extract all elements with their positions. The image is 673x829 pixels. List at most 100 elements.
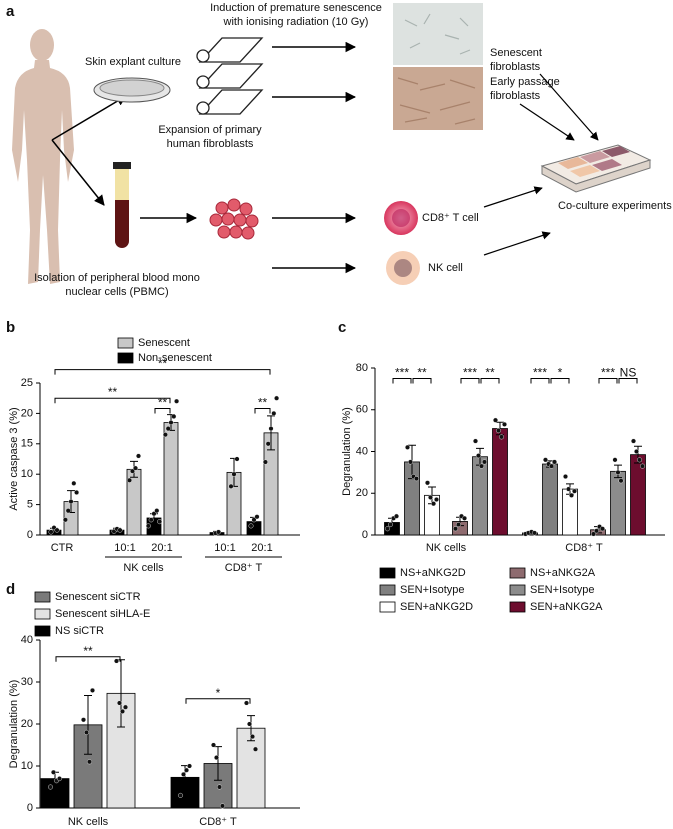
data-point [394, 513, 400, 519]
y-tick-label: 30 [21, 676, 33, 688]
label: nuclear cells (PBMC) [65, 286, 168, 298]
data-point [80, 717, 86, 723]
pbmc-cluster [209, 198, 259, 240]
x-tick-label: NK cells [68, 816, 109, 828]
label: Early passage [490, 76, 560, 88]
cell [215, 201, 229, 215]
tube-cap [113, 162, 131, 169]
label: Expansion of primary [158, 124, 262, 136]
image-texture [397, 77, 476, 125]
legend-swatch [117, 352, 134, 364]
legend-label: Non-senescent [138, 352, 212, 364]
data-point [552, 459, 558, 465]
data-point [615, 469, 621, 475]
data-point [254, 514, 260, 520]
y-tick-label: 0 [362, 529, 368, 541]
significance-bracket [185, 698, 251, 704]
well [570, 165, 600, 177]
data-point [62, 517, 68, 523]
data-point [388, 522, 394, 528]
data-point [48, 784, 54, 790]
flask [198, 37, 264, 63]
data-point [496, 428, 502, 434]
data-point [246, 721, 252, 727]
legend-label: SEN+aNKG2A [530, 601, 603, 613]
legend-label: SEN+Isotype [530, 584, 595, 596]
cd8-nucleus [392, 209, 410, 227]
legend-swatch [379, 584, 396, 596]
senescent-image [393, 3, 483, 65]
y-tick-label: 20 [21, 718, 33, 730]
data-point [572, 488, 578, 494]
error-bar [84, 694, 92, 755]
data-point [612, 457, 618, 463]
significance-label: *** [463, 365, 477, 379]
significance-bracket [618, 377, 638, 384]
petri-dish-inner [99, 79, 165, 97]
data-point [425, 480, 431, 486]
data-point [145, 523, 151, 529]
data-point [54, 527, 60, 533]
data-point [51, 769, 57, 775]
data-point [48, 529, 54, 535]
significance-label: ** [158, 357, 168, 371]
data-point [569, 492, 575, 498]
x-tick-label: CD8⁺ T [565, 542, 603, 554]
label: Senescent [490, 47, 542, 59]
label: Induction of premature senescence [210, 2, 382, 14]
legend-swatch [379, 601, 396, 613]
significance-label: *** [533, 365, 547, 379]
data-point [543, 457, 549, 463]
x-tick-label: 20:1 [251, 542, 272, 554]
data-point [129, 468, 135, 474]
data-point [183, 767, 189, 773]
data-point [180, 771, 186, 777]
y-axis-label: Active caspase 3 (%) [8, 407, 20, 510]
data-point [228, 483, 234, 489]
data-point [252, 746, 258, 752]
data-point [162, 432, 168, 438]
data-point [249, 734, 255, 740]
panel-label: a [6, 3, 15, 20]
significance-bracket [550, 377, 570, 384]
data-point [591, 531, 597, 537]
data-point [119, 708, 125, 714]
data-point [86, 759, 92, 765]
data-point [83, 729, 89, 735]
data-point [219, 803, 225, 809]
label: human fibroblasts [167, 138, 254, 150]
panel-label: b [6, 319, 15, 336]
data-point [482, 459, 488, 465]
data-point [132, 465, 138, 471]
significance-label: ** [417, 365, 427, 379]
bar [542, 463, 558, 536]
data-point [210, 742, 216, 748]
legend-label: Senescent siHLA-E [55, 608, 150, 620]
data-point [157, 519, 163, 525]
early-passage-image [393, 67, 483, 130]
cell [233, 213, 247, 227]
legend-swatch [379, 567, 396, 579]
x-tick-label: 20:1 [151, 542, 172, 554]
y-tick-label: 40 [356, 445, 368, 457]
data-point [385, 526, 391, 532]
legend-label: Senescent siCTR [55, 591, 141, 603]
group-label: CD8⁺ T [225, 562, 263, 574]
data-point [594, 528, 600, 534]
data-point [213, 755, 219, 761]
x-tick-label: CTR [51, 542, 74, 554]
label: CD8⁺ T cell [422, 212, 479, 224]
label: fibroblasts [490, 61, 541, 73]
significance-bracket [154, 408, 171, 414]
legend-swatch [509, 601, 526, 613]
data-point [126, 477, 132, 483]
y-tick-label: 20 [21, 407, 33, 419]
flask-cap [196, 101, 210, 115]
data-point [268, 426, 274, 432]
panel-label: c [338, 319, 346, 336]
significance-label: ** [83, 644, 93, 658]
data-point [177, 792, 183, 798]
data-point [462, 515, 468, 521]
y-tick-label: 15 [21, 438, 33, 450]
